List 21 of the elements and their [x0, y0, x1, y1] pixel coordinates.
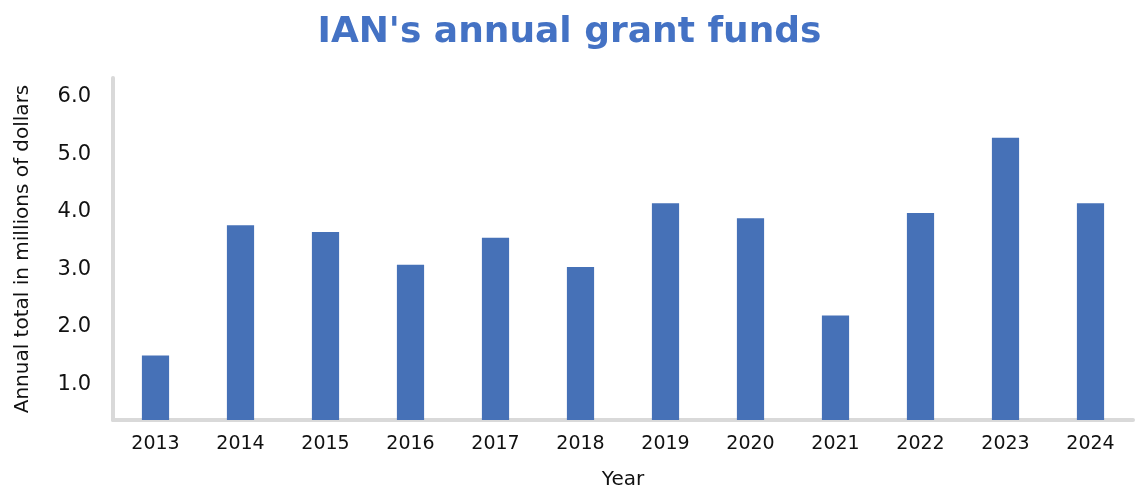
- x-axis-title: Year: [600, 466, 645, 490]
- y-tick-label: 1.0: [57, 370, 91, 395]
- x-tick-label: 2022: [896, 430, 945, 453]
- x-tick-label: 2019: [641, 430, 690, 453]
- x-tick-label: 2013: [131, 430, 180, 453]
- chart-title: IAN's annual grant funds: [317, 8, 822, 50]
- x-tick-label: 2015: [301, 430, 350, 453]
- y-axis-title: Annual total in millions of dollars: [9, 84, 33, 414]
- x-tick-label: 2016: [386, 430, 435, 453]
- x-tick-label: 2014: [216, 430, 265, 453]
- x-tick-label: 2024: [1066, 430, 1115, 453]
- x-tick-label: 2023: [981, 430, 1030, 453]
- x-tick-label: 2021: [811, 430, 860, 453]
- y-tick-label: 6.0: [57, 83, 91, 108]
- y-tick-label: 3.0: [57, 255, 91, 280]
- y-tick-label: 4.0: [57, 198, 91, 223]
- y-tick-label: 5.0: [57, 140, 91, 165]
- x-tick-label: 2017: [471, 430, 520, 453]
- x-tick-label: 2018: [556, 430, 605, 453]
- y-tick-label: 2.0: [57, 313, 91, 338]
- x-tick-label: 2020: [726, 430, 775, 453]
